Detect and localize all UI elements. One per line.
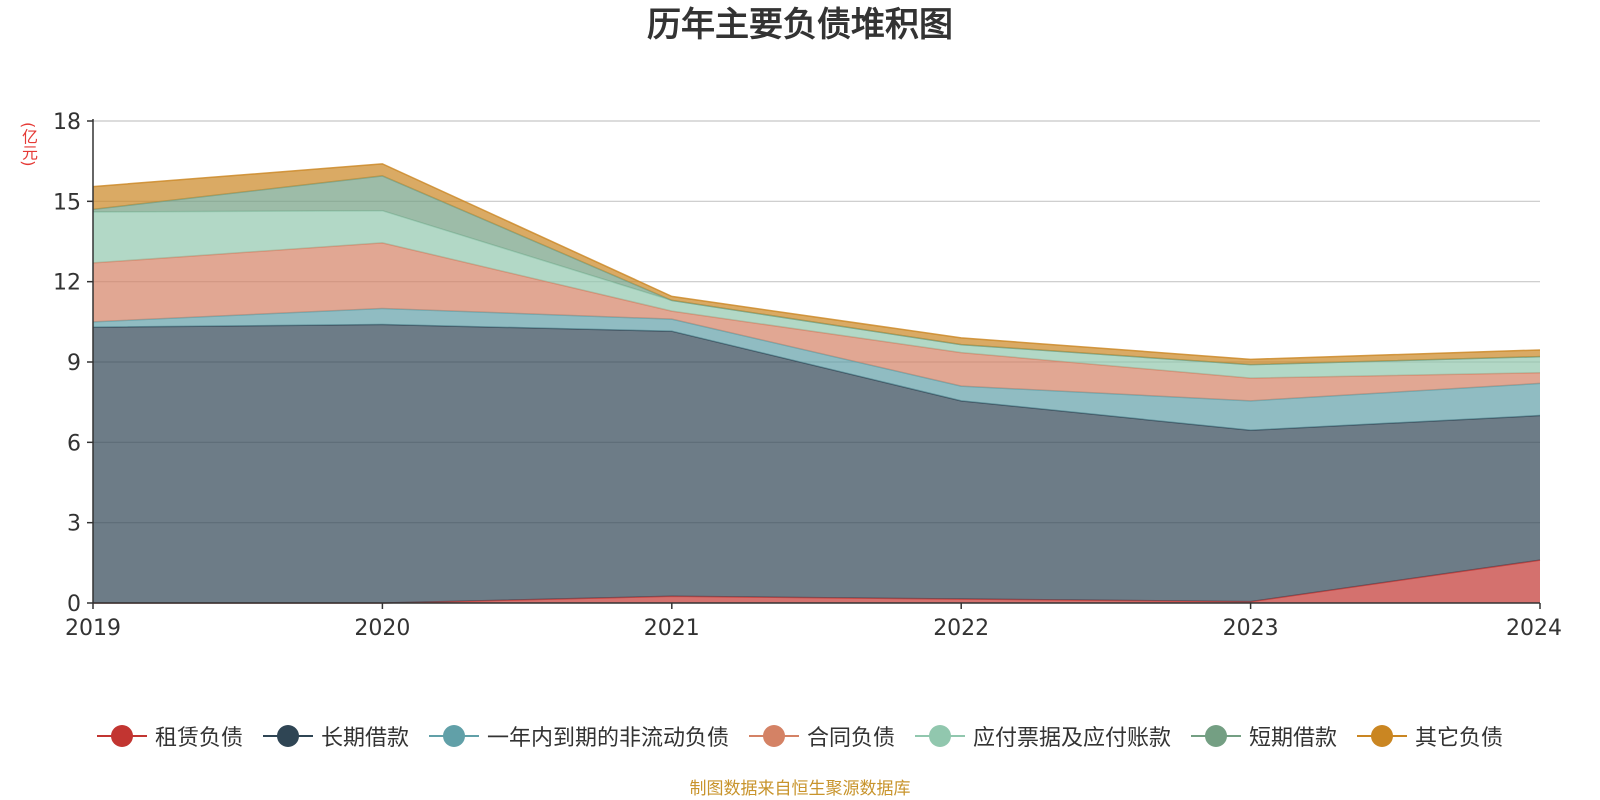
legend-label: 其它负债 — [1415, 726, 1504, 751]
y-tick-label: 15 — [53, 190, 81, 215]
area-series-edge-6 — [92, 163, 1541, 361]
x-tick-label: 2023 — [1223, 616, 1279, 641]
legend-label: 一年内到期的非流动负债 — [486, 726, 729, 751]
x-tick-label: 2020 — [354, 616, 410, 641]
area-series-1 — [93, 324, 1540, 603]
x-tick-label: 2022 — [933, 616, 989, 641]
area-series-3 — [93, 242, 1540, 401]
legend-marker-icon — [262, 724, 313, 748]
y-axis-unit-label: (亿元) — [19, 122, 38, 167]
legend-item-2[interactable]: 一年内到期的非流动负债 — [428, 720, 729, 752]
x-tick-label: 2024 — [1506, 616, 1562, 641]
legend-item-4[interactable]: 应付票据及应付账款 — [915, 720, 1171, 752]
y-tick-label: 18 — [53, 110, 81, 135]
legend-item-1[interactable]: 长期借款 — [262, 720, 409, 752]
area-series-6 — [93, 163, 1540, 365]
legend-label: 合同负债 — [806, 726, 895, 751]
legend-marker-icon — [428, 724, 479, 748]
legend-marker-icon — [1357, 724, 1408, 748]
x-tick-labels: 2019 2020 2021 2022 2023 2024 — [65, 616, 1562, 641]
area-series-2 — [93, 308, 1540, 431]
area-series-4 — [93, 210, 1540, 379]
legend-item-5[interactable]: 短期借款 — [1191, 720, 1337, 752]
data-source-note: 制图数据来自恒生聚源数据库 — [689, 779, 911, 799]
area-series — [92, 163, 1541, 604]
y-tick-labels: 0 3 6 9 12 15 18 — [53, 110, 81, 617]
y-tick-label: 3 — [67, 512, 81, 537]
legend-marker-icon — [96, 724, 147, 748]
chart-title: 历年主要负债堆积图 — [647, 5, 953, 45]
legend-label: 应付票据及应付账款 — [973, 726, 1172, 751]
legend-label: 短期借款 — [1249, 726, 1338, 751]
legend-item-3[interactable]: 合同负债 — [748, 720, 895, 752]
axes — [87, 119, 1541, 609]
legend-item-6[interactable]: 其它负债 — [1357, 720, 1503, 752]
x-tick-label: 2021 — [644, 616, 700, 641]
legend-marker-icon — [1191, 724, 1242, 748]
y-tick-label: 12 — [53, 271, 81, 296]
y-tick-label: 6 — [67, 431, 81, 456]
legend-label: 租赁负债 — [154, 726, 243, 751]
x-tick-label: 2019 — [65, 616, 121, 641]
legend: 租赁负债 长期借款 一年内到期的非流动负债 合同负债 应付票据及应付账款 短期借款 其它负债 — [0, 718, 1600, 754]
legend-marker-icon — [748, 724, 799, 748]
area-series-5 — [93, 175, 1540, 365]
legend-marker-icon — [915, 724, 965, 748]
area-series-0 — [93, 560, 1540, 603]
legend-item-0[interactable]: 租赁负债 — [96, 720, 243, 752]
legend-label: 长期借款 — [320, 726, 409, 751]
y-tick-label: 0 — [67, 592, 81, 617]
y-tick-label: 9 — [67, 351, 81, 376]
